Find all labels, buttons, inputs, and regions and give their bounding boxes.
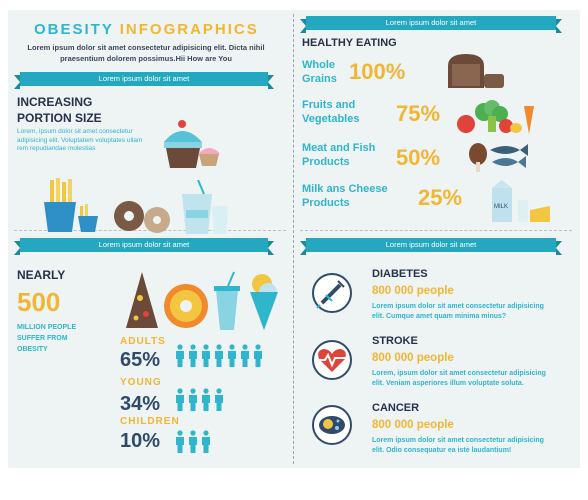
disease-text-diabetes: Lorem ipsum dolor sit amet consectetur a… <box>372 303 544 320</box>
person-icon <box>176 430 184 453</box>
person-icon <box>202 430 210 453</box>
page-subtitle: Lorem ipsum dolor sit amet consectetur a… <box>27 43 265 63</box>
stat-label-adults: ADULTS <box>120 336 166 347</box>
person-icon <box>228 344 236 367</box>
person-icon <box>202 344 210 367</box>
food-label-fruits: Fruits and Vegetables <box>302 99 360 125</box>
disease-people-diabetes: 800 000 people <box>372 285 454 297</box>
people-row-young <box>174 388 226 417</box>
vertical-divider <box>293 14 294 464</box>
title-word-infographics: INFOGRAPHICS <box>119 21 259 38</box>
donuts-icon <box>114 201 170 233</box>
disease-text-cancer: Lorem ipsum dolor sit amet consectetur a… <box>372 437 544 454</box>
person-icon <box>189 344 197 367</box>
ribbon-right-top: Lorem ipsum dolor sit amet <box>300 16 562 33</box>
person-icon-row <box>176 388 223 411</box>
ribbon-right-bottom: Lorem ipsum dolor sit amet <box>300 238 562 255</box>
disease-people-stroke: 800 000 people <box>372 352 454 364</box>
food-label-milk: Milk ans Cheese Products <box>302 183 388 209</box>
disease-people-cancer: 800 000 people <box>372 419 454 431</box>
person-icon <box>215 388 223 411</box>
person-icon <box>176 344 184 367</box>
food-label-grains: Whole Grains <box>302 59 337 85</box>
percent-grains: 100% <box>349 59 406 84</box>
nearly-heading: NEARLY <box>17 268 66 282</box>
stat-value-young: 34% <box>120 393 161 415</box>
person-icon <box>241 344 249 367</box>
person-icon <box>202 388 210 411</box>
cancer-circle <box>312 405 352 445</box>
milk-carton-text: MILK <box>494 204 508 210</box>
fries-icon <box>44 178 98 232</box>
stat-value-children: 10% <box>120 430 161 452</box>
person-icon <box>189 430 197 453</box>
syringe-icon <box>316 280 345 309</box>
person-icon <box>254 344 262 367</box>
ribbon-left-top: Lorem ipsum dolor sit amet <box>14 72 274 89</box>
food-label-meat: Meat and Fish Products <box>302 142 376 168</box>
milk-cheese-icon: MILK <box>492 180 550 222</box>
percent-fruits: 75% <box>396 101 441 126</box>
stat-value-adults: 65% <box>120 349 161 371</box>
right-horizontal-divider <box>300 230 572 231</box>
nearly-number: 500 <box>17 287 61 317</box>
disease-title-cancer: CANCER <box>372 402 420 414</box>
stat-label-young: YOUNG <box>120 377 162 388</box>
bread-icon <box>448 54 504 88</box>
ribbon-left-bottom: Lorem ipsum dolor sit amet <box>14 238 274 255</box>
person-icon-row <box>176 344 262 367</box>
person-icon <box>215 344 223 367</box>
percent-milk: 25% <box>418 185 463 210</box>
portion-heading: INCREASING PORTION SIZE <box>17 95 102 125</box>
person-icon-row <box>176 430 210 453</box>
disease-text-stroke: Lorem, ipsum dolor sit amet consectetur … <box>372 370 546 387</box>
stat-label-children: CHILDREN <box>120 416 180 427</box>
cell-icon <box>319 416 345 434</box>
vegetables-icon <box>457 100 534 134</box>
title-word-obesity: OBESITY <box>34 21 114 38</box>
heart-pulse-icon <box>318 349 346 372</box>
people-row-children <box>174 430 213 459</box>
disease-title-diabetes: DIABETES <box>372 268 428 280</box>
diabetes-circle <box>312 273 352 313</box>
disease-title-stroke: STROKE <box>372 335 418 347</box>
person-icon <box>189 388 197 411</box>
nearly-text: MILLION PEOPLE SUFFER FROM OBESITY <box>17 324 77 353</box>
person-icon <box>176 388 184 411</box>
page-title: OBESITY INFOGRAPHICS <box>34 21 259 38</box>
healthy-heading: HEALTHY EATING <box>302 37 397 49</box>
portion-text: Lorem, ipsum dolor sit amet consectetur … <box>17 128 143 152</box>
meat-fish-icon <box>469 143 528 172</box>
stroke-circle <box>312 340 352 380</box>
drinks-icon <box>182 180 228 234</box>
junk-food-icons <box>126 271 278 330</box>
cupcakes-icon <box>164 120 220 168</box>
percent-meat: 50% <box>396 145 441 170</box>
people-row-adults <box>174 344 265 373</box>
